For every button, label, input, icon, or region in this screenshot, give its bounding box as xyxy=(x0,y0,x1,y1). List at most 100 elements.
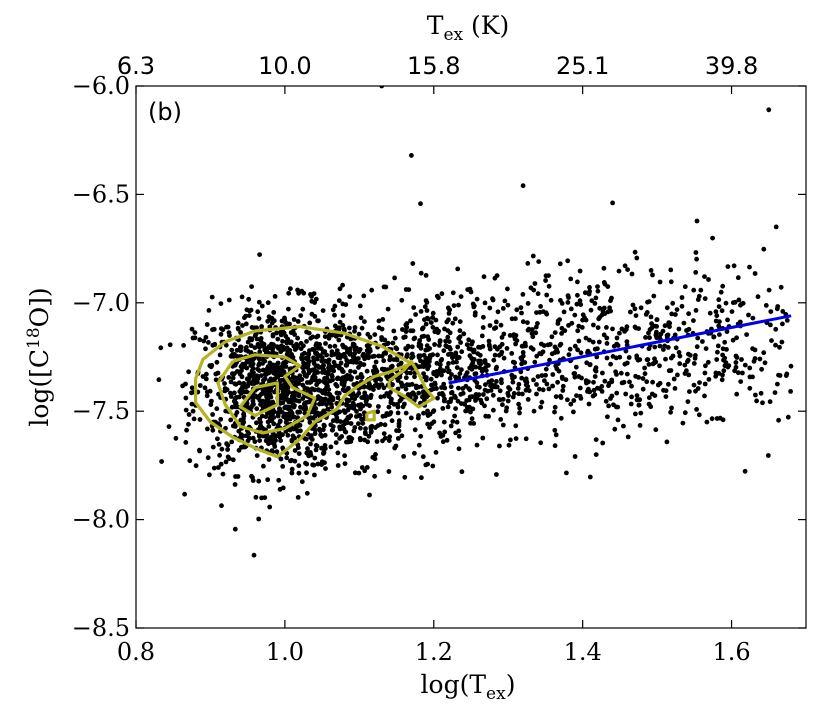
data-point xyxy=(337,424,342,430)
data-point xyxy=(469,416,475,422)
data-point xyxy=(286,290,292,296)
data-point xyxy=(625,434,631,440)
data-point xyxy=(668,267,674,273)
data-point xyxy=(334,383,340,389)
data-point xyxy=(266,314,272,320)
data-point xyxy=(295,287,300,293)
data-point xyxy=(335,463,341,468)
data-point xyxy=(249,473,254,479)
data-point xyxy=(653,427,659,433)
data-point xyxy=(373,452,378,457)
data-point xyxy=(342,453,347,459)
data-point xyxy=(364,394,369,399)
data-point xyxy=(437,430,442,436)
data-point xyxy=(289,470,295,476)
data-point xyxy=(361,351,366,357)
data-point xyxy=(520,353,526,359)
data-point xyxy=(256,433,262,439)
data-point xyxy=(776,372,781,378)
data-point xyxy=(532,281,538,286)
data-point xyxy=(252,345,258,350)
data-point xyxy=(339,381,345,387)
data-point xyxy=(532,359,538,365)
data-point xyxy=(498,417,504,422)
data-point xyxy=(336,337,342,343)
data-point xyxy=(340,342,345,348)
data-point xyxy=(636,375,641,380)
data-point xyxy=(596,316,602,322)
data-point xyxy=(500,422,506,428)
data-point xyxy=(608,396,613,401)
data-point xyxy=(739,357,744,362)
data-point xyxy=(386,394,392,400)
data-point xyxy=(590,393,596,399)
data-point xyxy=(238,444,244,450)
data-point xyxy=(487,305,493,311)
data-point xyxy=(559,301,565,306)
data-point xyxy=(183,407,189,413)
data-point xyxy=(499,341,505,347)
data-point xyxy=(587,289,592,294)
data-point xyxy=(592,301,598,306)
data-point xyxy=(279,363,285,369)
data-point xyxy=(560,383,566,389)
data-point xyxy=(443,338,448,344)
data-point xyxy=(552,404,558,410)
data-point xyxy=(514,307,520,313)
data-point xyxy=(354,409,359,414)
data-point xyxy=(720,352,725,358)
data-point xyxy=(765,453,771,458)
data-point xyxy=(501,355,507,361)
data-point xyxy=(334,348,340,353)
data-point xyxy=(216,442,222,447)
data-point xyxy=(282,317,288,323)
data-point xyxy=(320,366,326,372)
data-point xyxy=(418,270,424,276)
data-point xyxy=(420,389,426,395)
data-point xyxy=(623,391,629,397)
data-point xyxy=(460,390,466,396)
data-point xyxy=(682,410,688,416)
data-point xyxy=(329,402,334,407)
data-point xyxy=(519,361,524,367)
data-point xyxy=(356,349,362,354)
data-point xyxy=(408,328,414,334)
data-point xyxy=(776,417,781,423)
data-point xyxy=(695,335,701,341)
data-point xyxy=(486,379,492,385)
data-point xyxy=(192,335,198,341)
data-point xyxy=(362,468,368,474)
data-point xyxy=(552,344,558,350)
data-point xyxy=(492,352,498,358)
data-point xyxy=(715,343,721,349)
data-point xyxy=(367,346,373,352)
data-point xyxy=(511,332,517,337)
data-point xyxy=(496,397,502,402)
data-point xyxy=(205,455,211,461)
data-point xyxy=(296,470,302,476)
data-point xyxy=(566,352,572,358)
data-point xyxy=(483,382,488,387)
data-point xyxy=(427,411,433,417)
data-point xyxy=(254,325,259,331)
data-point xyxy=(593,452,599,457)
data-point xyxy=(548,297,554,303)
data-point xyxy=(592,374,598,379)
data-point xyxy=(439,291,445,297)
data-point xyxy=(463,408,468,414)
data-point xyxy=(441,368,447,374)
data-point xyxy=(536,259,542,264)
data-point xyxy=(335,410,341,416)
x-tick-label: 0.8 xyxy=(117,638,155,666)
data-point xyxy=(356,331,362,337)
data-point xyxy=(773,326,779,332)
data-point xyxy=(693,353,698,358)
data-point xyxy=(652,344,658,350)
data-point xyxy=(256,316,262,321)
y-axis-label: log([C18O]) xyxy=(24,287,54,426)
data-point xyxy=(424,308,430,313)
data-point xyxy=(645,357,651,362)
data-point xyxy=(224,441,230,447)
data-point xyxy=(452,413,457,419)
data-point xyxy=(733,360,739,365)
